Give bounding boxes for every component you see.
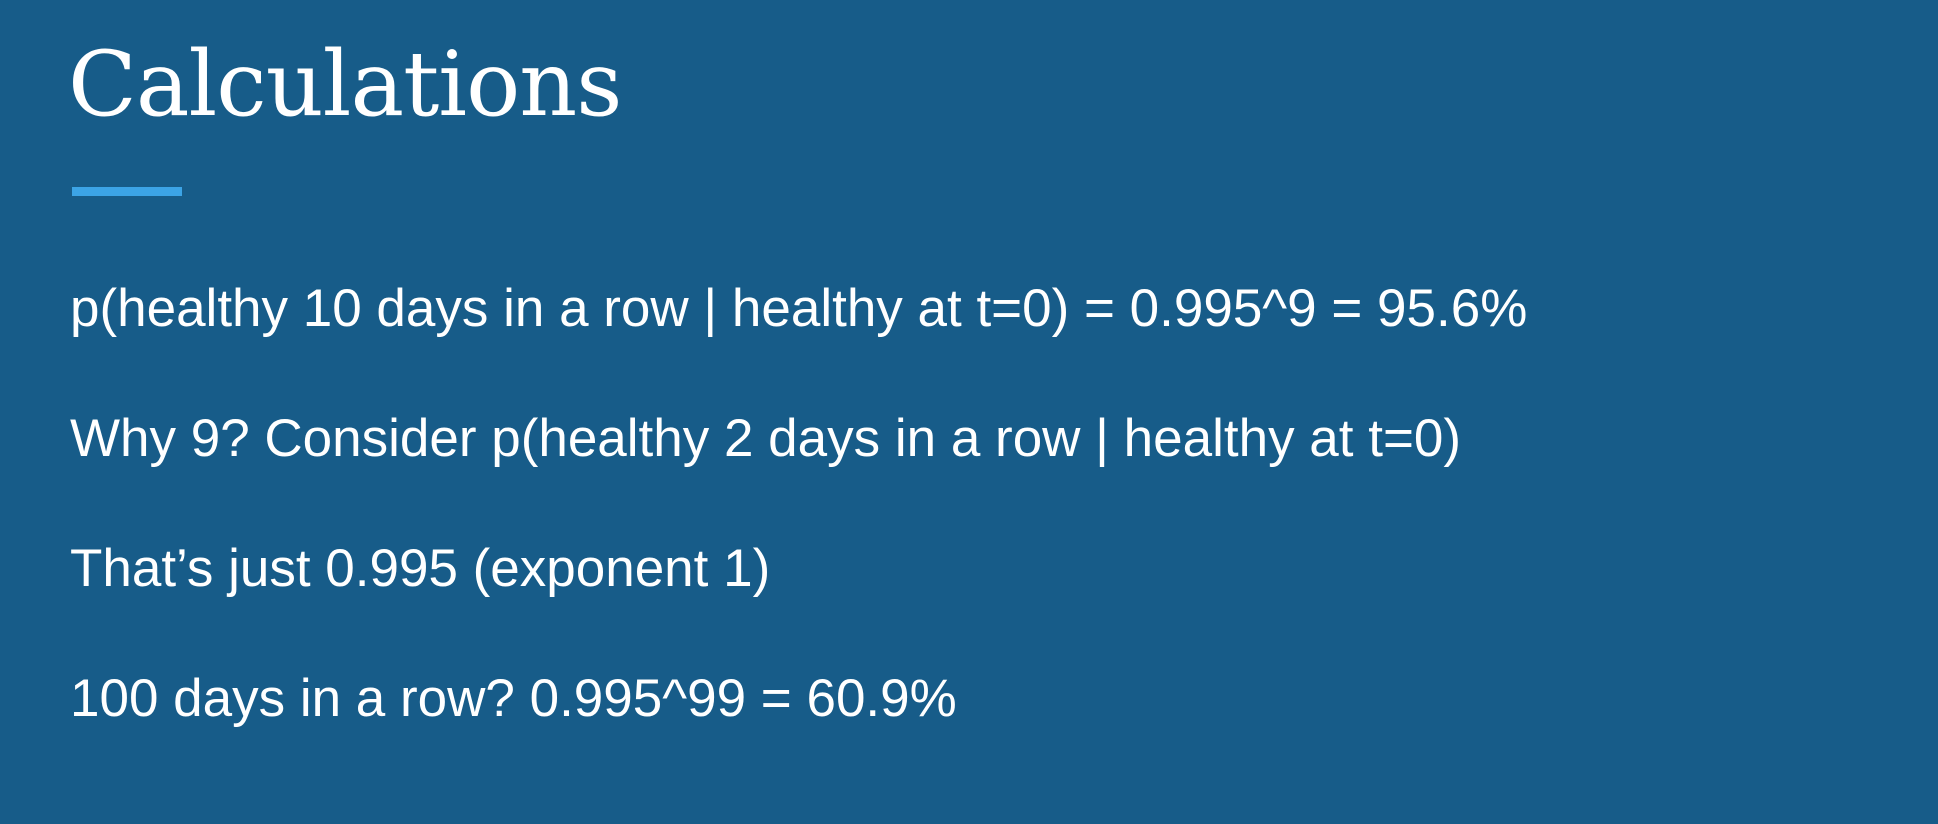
title-underline-accent xyxy=(72,187,182,196)
calculation-line-2: Why 9? Consider p(healthy 2 days in a ro… xyxy=(70,409,1462,468)
calculation-line-4: 100 days in a row? 0.995^99 = 60.9% xyxy=(70,669,957,728)
slide-title: Calculations xyxy=(68,32,622,137)
calculation-line-3: That’s just 0.995 (exponent 1) xyxy=(70,539,771,598)
calculation-line-1: p(healthy 10 days in a row | healthy at … xyxy=(70,279,1528,338)
